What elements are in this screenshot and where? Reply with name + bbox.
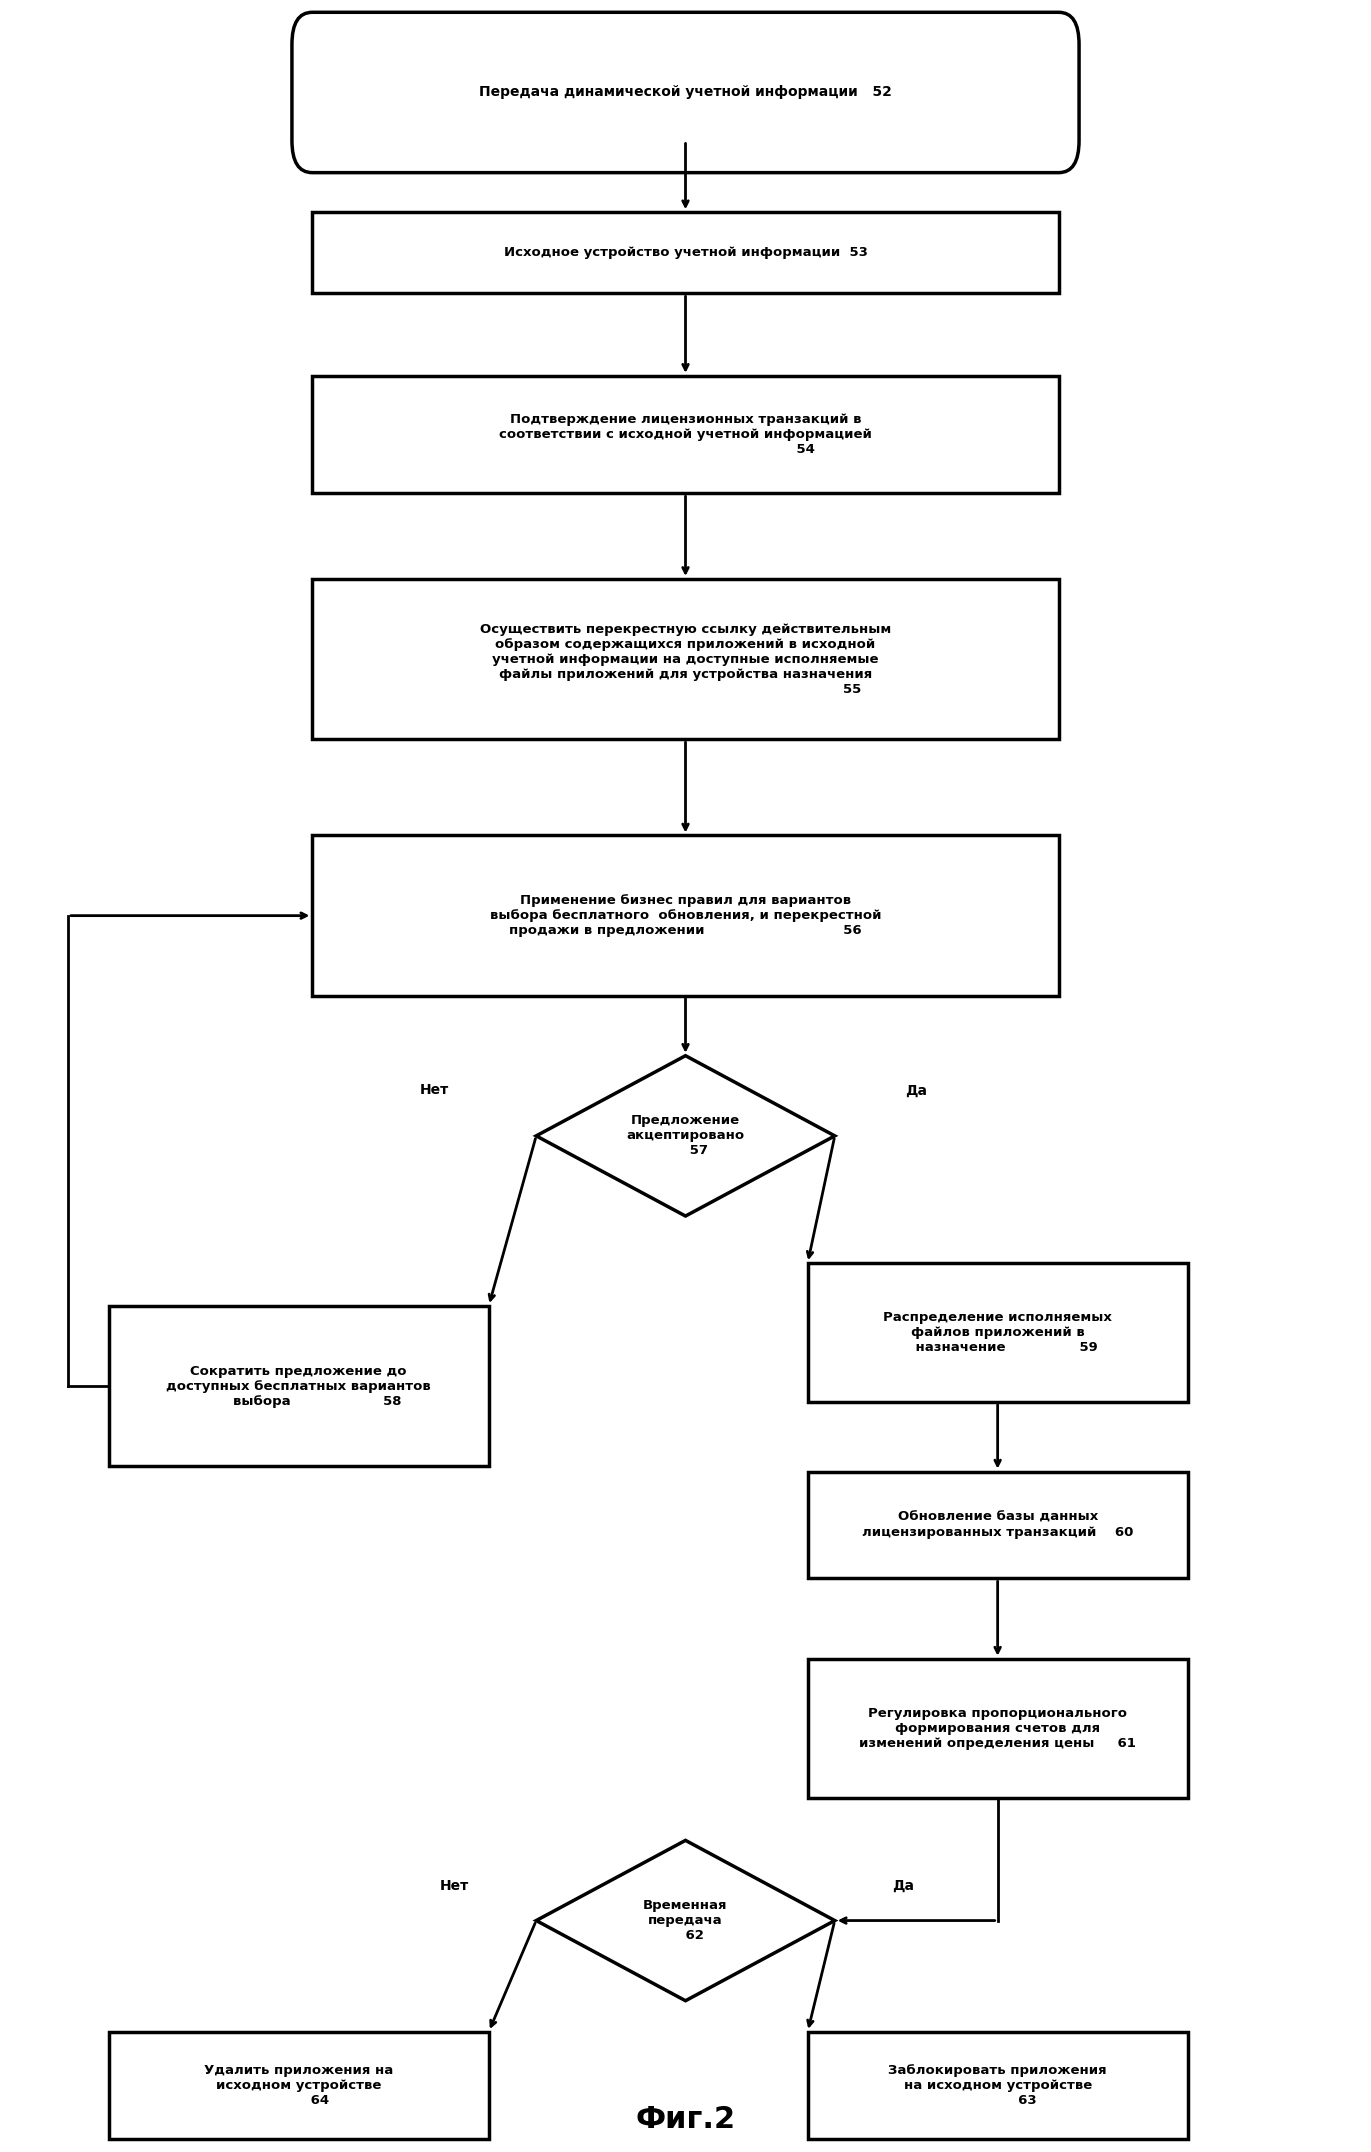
Text: Да: Да	[891, 1879, 913, 1894]
Text: Регулировка пропорционального
формирования счетов для
изменений определения цены: Регулировка пропорционального формирован…	[860, 1707, 1137, 1750]
FancyBboxPatch shape	[313, 213, 1058, 293]
FancyBboxPatch shape	[108, 2031, 488, 2139]
FancyBboxPatch shape	[108, 1306, 488, 1466]
Polygon shape	[536, 1057, 835, 1216]
Text: Подтверждение лицензионных транзакций в
соответствии с исходной учетной информац: Подтверждение лицензионных транзакций в …	[499, 413, 872, 456]
Text: Обновление базы данных
лицензированных транзакций    60: Обновление базы данных лицензированных т…	[862, 1511, 1134, 1539]
Text: Да: Да	[905, 1082, 927, 1098]
Polygon shape	[536, 1840, 835, 2001]
Text: Фиг.2: Фиг.2	[635, 2105, 736, 2135]
FancyBboxPatch shape	[808, 1659, 1187, 1797]
Text: Исходное устройство учетной информации  53: Исходное устройство учетной информации 5…	[503, 245, 868, 260]
FancyBboxPatch shape	[808, 1472, 1187, 1577]
Text: Удалить приложения на
исходном устройстве
         64: Удалить приложения на исходном устройств…	[204, 2064, 393, 2107]
Text: Распределение исполняемых
файлов приложений в
    назначение                59: Распределение исполняемых файлов приложе…	[883, 1311, 1112, 1354]
FancyBboxPatch shape	[313, 835, 1058, 996]
FancyBboxPatch shape	[313, 377, 1058, 493]
Text: Сократить предложение до
доступных бесплатных вариантов
        выбора          : Сократить предложение до доступных беспл…	[166, 1364, 430, 1407]
Text: Временная
передача
    62: Временная передача 62	[643, 1898, 728, 1941]
FancyBboxPatch shape	[808, 1263, 1187, 1403]
Text: Осуществить перекрестную ссылку действительным
образом содержащихся приложений в: Осуществить перекрестную ссылку действит…	[480, 622, 891, 695]
Text: Предложение
акцептировано
      57: Предложение акцептировано 57	[627, 1115, 744, 1158]
Text: Нет: Нет	[440, 1879, 469, 1894]
Text: Передача динамической учетной информации   52: Передача динамической учетной информации…	[478, 86, 893, 99]
FancyBboxPatch shape	[292, 13, 1079, 172]
FancyBboxPatch shape	[313, 579, 1058, 740]
Text: Применение бизнес правил для вариантов
выбора бесплатного  обновления, и перекре: Применение бизнес правил для вариантов в…	[489, 893, 882, 936]
Text: Заблокировать приложения
на исходном устройстве
             63: Заблокировать приложения на исходном уст…	[888, 2064, 1106, 2107]
FancyBboxPatch shape	[808, 2031, 1187, 2139]
Text: Нет: Нет	[420, 1082, 450, 1098]
